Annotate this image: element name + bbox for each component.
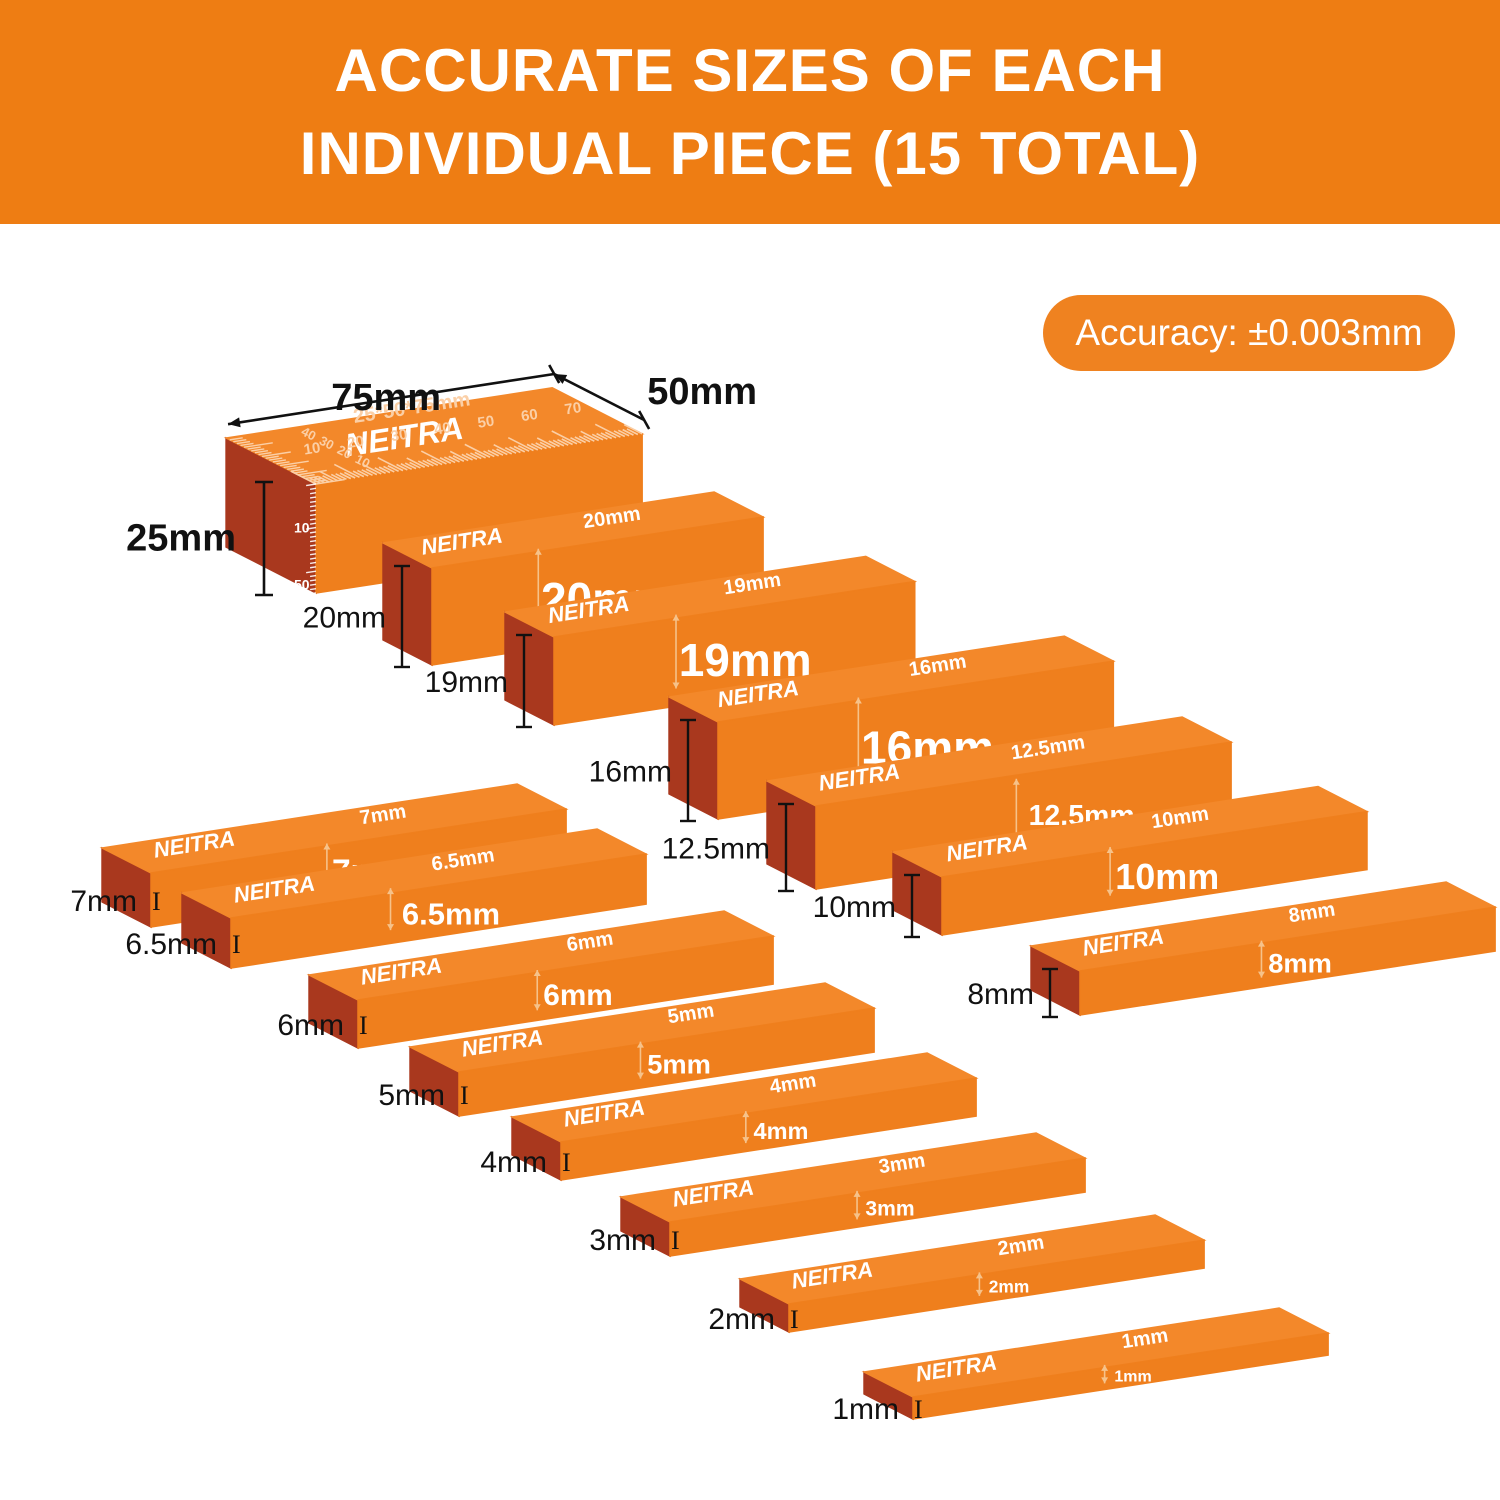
svg-text:7mm: 7mm: [70, 885, 137, 918]
svg-text:40: 40: [433, 419, 452, 438]
svg-text:3mm: 3mm: [865, 1198, 914, 1221]
svg-text:19mm: 19mm: [425, 666, 508, 699]
svg-text:I: I: [790, 1305, 799, 1334]
svg-text:10mm: 10mm: [1115, 856, 1219, 897]
svg-text:6.5mm: 6.5mm: [402, 896, 500, 931]
svg-text:12.5mm: 12.5mm: [662, 833, 770, 866]
svg-text:4mm: 4mm: [480, 1146, 547, 1179]
svg-text:50mm: 50mm: [647, 371, 757, 413]
svg-text:I: I: [562, 1148, 571, 1177]
svg-text:I: I: [359, 1011, 368, 1040]
svg-text:I: I: [232, 930, 241, 959]
svg-text:75mm: 75mm: [331, 377, 441, 419]
svg-text:1mm: 1mm: [832, 1393, 899, 1426]
svg-text:25mm: 25mm: [126, 518, 236, 560]
svg-text:50: 50: [294, 576, 310, 592]
svg-text:I: I: [914, 1395, 923, 1424]
svg-text:6mm: 6mm: [543, 979, 612, 1012]
svg-text:50: 50: [476, 413, 495, 432]
svg-text:4mm: 4mm: [754, 1118, 809, 1144]
svg-text:30: 30: [389, 426, 408, 445]
svg-text:20mm: 20mm: [303, 602, 386, 635]
svg-text:8mm: 8mm: [1268, 948, 1332, 979]
svg-text:10mm: 10mm: [813, 891, 896, 924]
svg-text:I: I: [460, 1081, 469, 1110]
svg-text:2mm: 2mm: [989, 1277, 1030, 1297]
svg-text:10: 10: [294, 520, 310, 536]
svg-text:I: I: [671, 1226, 680, 1255]
svg-text:8mm: 8mm: [967, 978, 1034, 1011]
svg-text:60: 60: [520, 406, 539, 425]
svg-text:70: 70: [563, 399, 582, 418]
svg-text:5mm: 5mm: [647, 1049, 711, 1080]
svg-text:16mm: 16mm: [589, 756, 672, 789]
svg-text:3mm: 3mm: [589, 1224, 656, 1257]
svg-text:I: I: [152, 887, 161, 916]
svg-text:1mm: 1mm: [1114, 1369, 1151, 1386]
svg-text:6mm: 6mm: [277, 1009, 344, 1042]
svg-text:6.5mm: 6.5mm: [125, 928, 217, 961]
svg-text:2mm: 2mm: [708, 1303, 775, 1336]
svg-text:5mm: 5mm: [378, 1079, 445, 1112]
